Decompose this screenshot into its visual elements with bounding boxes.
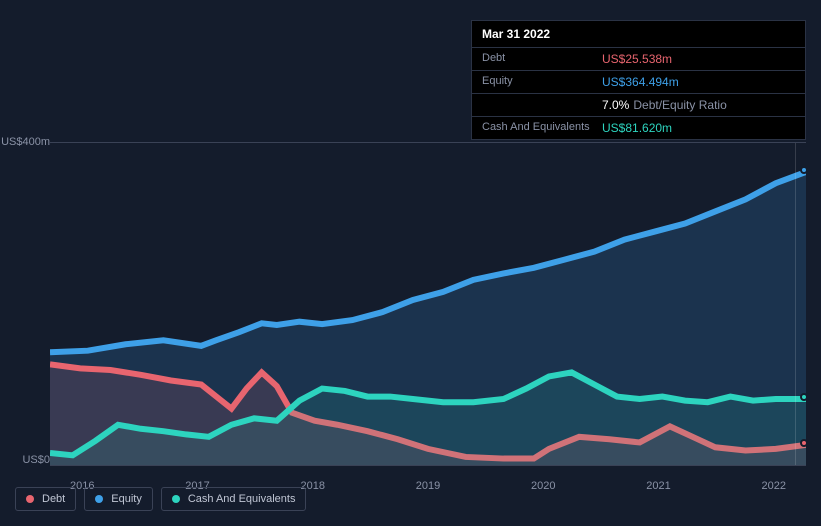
legend-dot-icon: [172, 495, 180, 503]
x-tick: 2020: [531, 480, 555, 492]
legend-item[interactable]: Cash And Equivalents: [161, 487, 307, 511]
legend-item[interactable]: Debt: [15, 487, 76, 511]
legend-item[interactable]: Equity: [84, 487, 153, 511]
tooltip-row-label: Debt: [482, 52, 602, 66]
legend-label: Equity: [111, 493, 142, 505]
series-end-marker: [800, 393, 808, 401]
legend-dot-icon: [95, 495, 103, 503]
legend-dot-icon: [26, 495, 34, 503]
tooltip-row-label: [482, 98, 602, 112]
tooltip-row: EquityUS$364.494m: [472, 70, 805, 93]
tooltip-row-value: US$81.620m: [602, 121, 672, 135]
chart-container: US$400m US$0 201620172018201920202021202…: [15, 120, 806, 466]
crosshair-line: [795, 143, 796, 465]
tooltip-row-label: Equity: [482, 75, 602, 89]
chart-legend: Debt Equity Cash And Equivalents: [15, 487, 306, 511]
tooltip-row-suffix: Debt/Equity Ratio: [633, 98, 726, 112]
chart-plot-area[interactable]: [50, 142, 806, 466]
series-end-marker: [800, 166, 808, 174]
tooltip-row: 7.0% Debt/Equity Ratio: [472, 93, 805, 116]
tooltip-row-value: US$25.538m: [602, 52, 672, 66]
x-tick: 2021: [646, 480, 670, 492]
tooltip-row-label: Cash And Equivalents: [482, 121, 602, 135]
tooltip-row: Cash And EquivalentsUS$81.620m: [472, 116, 805, 139]
y-tick-max: US$400m: [1, 136, 50, 148]
tooltip-row-value: US$364.494m: [602, 75, 679, 89]
legend-label: Cash And Equivalents: [188, 493, 296, 505]
legend-label: Debt: [42, 493, 65, 505]
series-end-marker: [800, 439, 808, 447]
chart-tooltip: Mar 31 2022 DebtUS$25.538mEquityUS$364.4…: [471, 20, 806, 140]
y-tick-min: US$0: [22, 454, 50, 466]
x-tick: 2022: [762, 480, 786, 492]
tooltip-row: DebtUS$25.538m: [472, 47, 805, 70]
x-tick: 2019: [416, 480, 440, 492]
tooltip-date: Mar 31 2022: [472, 21, 805, 47]
tooltip-row-value: 7.0%: [602, 98, 629, 112]
chart-svg: [50, 143, 806, 465]
